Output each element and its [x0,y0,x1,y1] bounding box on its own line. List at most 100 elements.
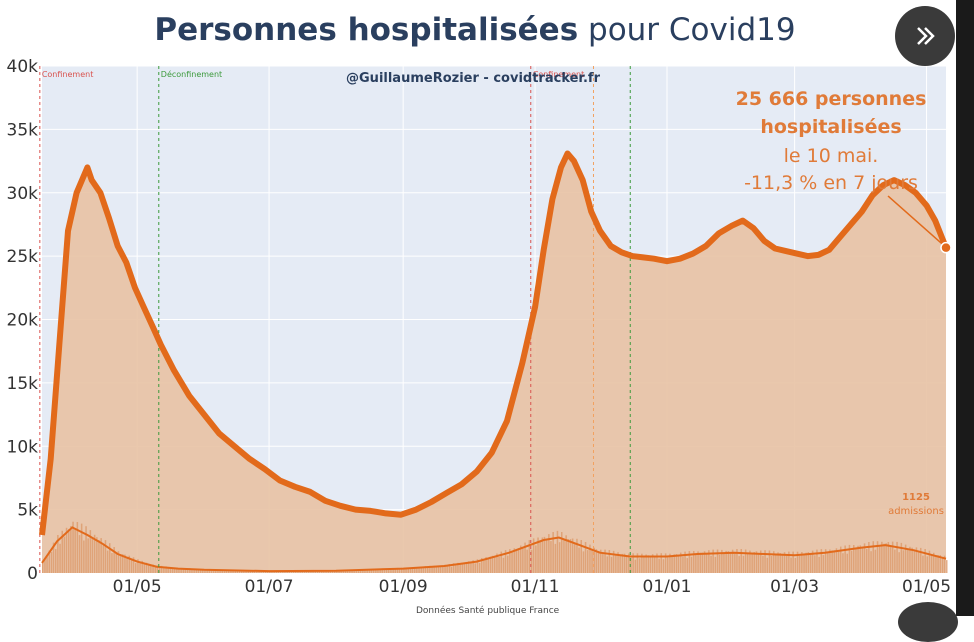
admissions-bar [372,568,375,573]
admissions-bar [435,566,438,573]
admissions-bar [522,548,524,573]
admissions-bar [608,550,611,573]
corner-nav-button[interactable] [898,602,958,642]
admissions-bar [504,550,507,573]
hospitalisations-area [42,153,946,573]
admissions-bar [303,570,306,573]
admissions-bar [491,555,494,573]
admissions-bar [904,544,907,573]
title-light: pour Covid19 [578,12,796,48]
admissions-bar [314,571,317,573]
admissions-bar [872,541,875,573]
admissions-bar [141,560,144,573]
next-slide-button[interactable] [895,6,955,66]
admissions-bar [68,529,70,573]
admissions-bar [556,530,559,573]
admissions-bar [837,551,840,573]
double-chevron-right-icon [917,27,935,45]
admissions-bar [217,569,219,573]
admissions-bar [411,567,414,573]
hospitalisations-line [39,150,949,536]
admissions-bar [675,554,678,573]
admissions-bar [889,546,892,573]
admissions-bar [444,564,446,573]
admissions-bar [623,553,626,573]
admissions-bar [747,554,749,573]
admissions-bar [697,551,699,573]
admissions-bar [93,534,96,573]
admissions-bar [98,540,100,573]
admissions-bar [928,550,931,573]
admissions-bar [195,569,198,573]
admissions-bar [589,544,591,573]
admissions-bar [199,569,202,573]
admissions-bar [80,523,83,573]
admissions-bar [643,556,645,573]
admissions-bar [738,556,740,573]
admissions-bar [290,571,293,573]
admissions-bar [96,537,98,573]
admissions-bar [176,567,178,573]
annotation-text: -11,3 % en 7 jours [744,172,918,194]
admissions-bar [342,570,345,573]
admissions-bar [424,566,427,573]
admissions-bar [896,541,898,573]
admissions-bar [154,566,157,573]
admissions-bar [530,549,533,573]
admissions-bar [915,547,918,573]
admissions-bar [840,546,842,573]
admissions-bar [695,554,697,573]
admissions-bar [593,547,596,573]
admissions-bar [422,568,425,573]
admissions-bar [353,569,355,573]
admissions-bar [381,568,384,573]
admissions-bar [215,570,217,573]
admissions-bar [418,567,420,573]
admissions-bar [729,552,732,573]
admissions-bar [50,552,53,573]
admissions-bar [390,569,392,573]
data-source: Données Santé publique France [416,606,560,616]
admissions-bar [744,549,747,573]
y-tick-label: 5k [17,501,38,521]
annotation-text: hospitalisées [760,116,901,138]
admissions-bar [405,567,407,573]
admissions-bar [580,540,583,573]
admissions-bar [898,552,900,573]
admissions-bar [671,555,673,573]
admissions-bar [357,569,360,573]
admissions-bar [431,567,433,573]
admissions-bar [286,571,288,573]
admissions-bar [398,569,401,573]
admissions-bar [507,555,509,573]
credit-label: @GuillaumeRozier - covidtracker.fr [346,71,601,86]
admissions-bar [811,550,814,573]
y-tick-label: 0 [27,564,38,584]
admissions-bar [907,548,909,573]
admissions-bar [299,571,301,573]
admissions-bar [654,557,656,573]
admissions-bar [798,555,801,573]
admissions-bar [124,554,126,573]
admissions-bar [803,553,805,573]
admissions-bar [158,567,161,573]
admissions-bar [61,530,64,573]
admissions-bar [271,571,273,573]
admissions-bar [818,556,820,573]
admissions-bar [716,549,719,573]
admissions-bar [331,570,334,573]
admissions-bar [755,551,758,573]
admissions-bar [70,526,72,573]
admissions-bar [612,550,615,573]
admissions-bar [768,550,771,573]
admissions-bar [76,522,79,573]
admissions-bar [212,569,215,573]
admissions-bar [167,568,169,573]
admissions-bar [202,569,204,573]
admissions-bar [664,553,667,573]
admissions-bar [699,552,702,573]
admissions-bar [137,559,139,573]
admissions-bar [204,569,206,573]
admissions-bar [917,552,920,573]
admissions-bar [236,570,239,573]
